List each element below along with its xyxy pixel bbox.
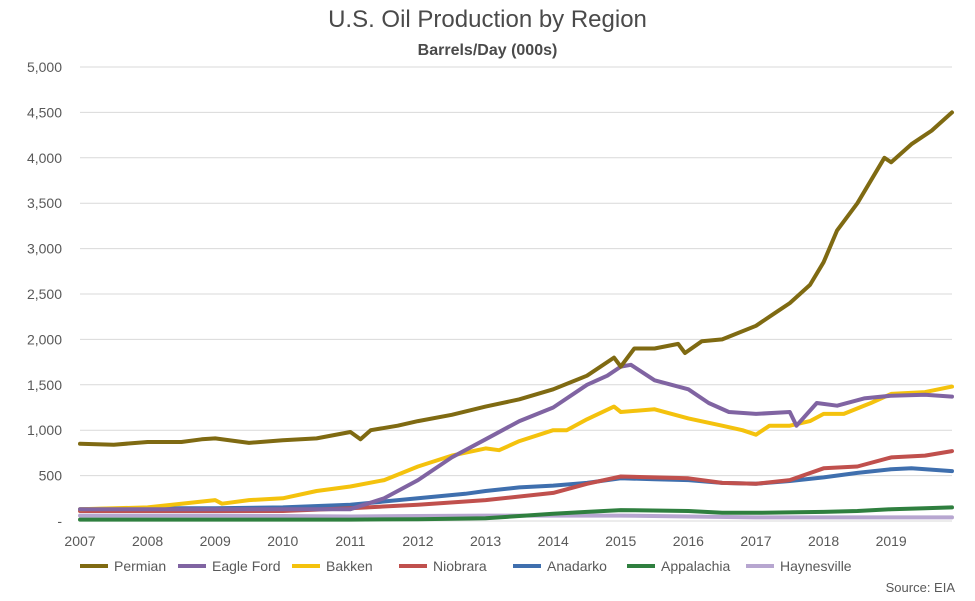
x-tick-label: 2009	[200, 533, 231, 549]
y-tick-label: 2,500	[27, 286, 62, 302]
x-tick-label: 2011	[335, 533, 365, 549]
x-tick-label: 2007	[64, 533, 95, 549]
y-tick-label: 1,000	[27, 422, 62, 438]
y-tick-label: 3,500	[27, 195, 62, 211]
legend-label: Haynesville	[780, 558, 852, 574]
x-tick-label: 2015	[605, 533, 636, 549]
series-line-permian	[78, 110, 954, 447]
x-tick-label: 2017	[740, 533, 771, 549]
x-tick-label: 2018	[808, 533, 839, 549]
y-tick-label: 4,500	[27, 104, 62, 120]
series-line-appalachia	[78, 505, 954, 522]
y-tick-label: -	[57, 513, 62, 529]
x-tick-label: 2013	[470, 533, 501, 549]
chart-subtitle: Barrels/Day (000s)	[417, 42, 558, 59]
legend-label: Permian	[114, 558, 166, 574]
series-line-bakken	[78, 384, 954, 512]
legend-label: Bakken	[326, 558, 373, 574]
legend-label: Appalachia	[661, 558, 730, 574]
x-tick-label: 2019	[876, 533, 907, 549]
x-tick-label: 2012	[402, 533, 433, 549]
source-note: Source: EIA	[885, 580, 955, 595]
x-tick-label: 2010	[267, 533, 298, 549]
series-line-eagle-ford	[78, 362, 954, 512]
y-tick-label: 5,000	[27, 59, 62, 75]
x-tick-label: 2014	[538, 533, 569, 549]
y-tick-label: 4,000	[27, 150, 62, 166]
legend-label: Eagle Ford	[212, 558, 280, 574]
x-tick-label: 2008	[132, 533, 163, 549]
chart-title: U.S. Oil Production by Region	[328, 6, 647, 33]
x-tick-label: 2016	[673, 533, 704, 549]
y-tick-label: 1,500	[27, 377, 62, 393]
y-tick-label: 500	[39, 468, 63, 484]
legend-label: Anadarko	[547, 558, 607, 574]
y-tick-label: 3,000	[27, 241, 62, 257]
legend-label: Niobrara	[433, 558, 487, 574]
series-line-anadarko	[78, 466, 954, 512]
y-tick-label: 2,000	[27, 331, 62, 347]
